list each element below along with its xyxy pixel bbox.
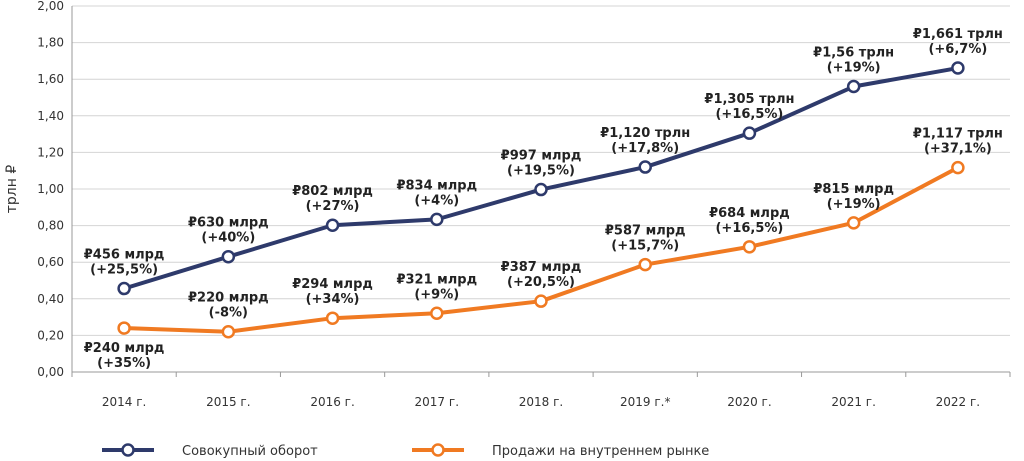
data-label: ₽294 млрд (+34%)	[292, 277, 373, 307]
x-tick-label: 2017 г.	[415, 395, 459, 409]
y-tick-label: 0,60	[37, 255, 64, 269]
data-point	[846, 79, 861, 94]
y-tick-label: 0,20	[37, 328, 64, 342]
y-tick-label: 1,40	[37, 109, 64, 123]
data-labels: ₽456 млрд (+25,5%) ₽630 млрд (+40%) ₽802 млр…	[84, 27, 1003, 371]
data-label: ₽321 млрд (+9%)	[396, 272, 477, 302]
data-label: ₽587 млрд (+15,7%)	[605, 224, 686, 254]
data-label: ₽240 млрд (+35%)	[84, 341, 165, 371]
data-point	[846, 216, 861, 230]
x-tick-label: 2019 г.*	[620, 395, 670, 409]
x-tick-label: 2022 г.	[936, 395, 980, 409]
data-label: ₽802 млрд (+27%)	[292, 184, 373, 214]
data-point	[325, 311, 340, 325]
data-point	[117, 281, 131, 296]
legend-label: Совокупный оборот	[182, 444, 318, 459]
y-tick-label: 1,20	[37, 145, 64, 159]
legend-swatch-marker	[121, 443, 135, 457]
data-point	[742, 126, 757, 140]
data-label: ₽1,661 трлн (+6,7%)	[913, 27, 1003, 57]
data-point	[638, 160, 652, 174]
y-tick-label: 2,00	[37, 0, 64, 13]
data-label: ₽1,120 трлн (+17,8%)	[600, 126, 690, 156]
data-point	[221, 324, 236, 339]
y-tick-label: 0,40	[37, 292, 64, 306]
y-tick-label: 0,00	[37, 365, 64, 379]
series-layer	[117, 61, 965, 339]
data-label: ₽1,305 трлн (+16,5%)	[704, 92, 794, 122]
data-point	[117, 321, 131, 335]
data-label: ₽997 млрд (+19,5%)	[501, 149, 582, 179]
data-label: ₽387 млрд (+20,5%)	[501, 260, 582, 290]
x-tick-label: 2021 г.	[831, 395, 875, 409]
data-point	[430, 212, 444, 227]
data-label: ₽815 млрд (+19%)	[813, 182, 894, 212]
data-label: ₽684 млрд (+16,5%)	[709, 206, 790, 236]
data-label: ₽220 млрд (-8%)	[188, 291, 269, 321]
data-label: ₽456 млрд (+25,5%)	[84, 248, 165, 278]
data-point	[534, 294, 548, 308]
legend-swatch-marker	[431, 443, 445, 457]
data-label: ₽1,56 трлн (+19%)	[813, 46, 894, 76]
x-tick-label: 2014 г.	[102, 395, 146, 409]
y-tick-label: 1,60	[37, 72, 64, 86]
data-point	[638, 257, 652, 272]
y-tick-label: 1,80	[37, 36, 64, 50]
legend: Совокупный оборот Продажи на внутреннем р…	[102, 443, 709, 459]
y-tick-label: 0,80	[37, 219, 64, 233]
data-point	[221, 249, 236, 264]
axes: 0,00 0,20 0,40 0,60 0,80 1,00 1,20 1,40 1,60 1,80…	[4, 0, 1011, 409]
x-tick-label: 2018 г.	[519, 395, 563, 409]
x-tick-label: 2015 г.	[206, 395, 250, 409]
y-axis-title: трлн ₽	[4, 165, 20, 214]
x-tick-label: 2020 г.	[727, 395, 771, 409]
data-label: ₽630 млрд (+40%)	[188, 216, 269, 246]
y-tick-label: 1,00	[37, 182, 64, 196]
data-point	[951, 61, 965, 75]
data-point	[742, 240, 757, 254]
data-point	[325, 218, 340, 232]
data-point	[534, 182, 548, 197]
data-point	[951, 160, 965, 175]
data-label: ₽1,117 трлн (+37,1%)	[913, 127, 1003, 157]
data-point	[430, 306, 444, 321]
data-label: ₽834 млрд (+4%)	[396, 178, 477, 208]
x-tick-label: 2016 г.	[310, 395, 354, 409]
legend-label: Продажи на внутреннем рынке	[492, 444, 709, 459]
